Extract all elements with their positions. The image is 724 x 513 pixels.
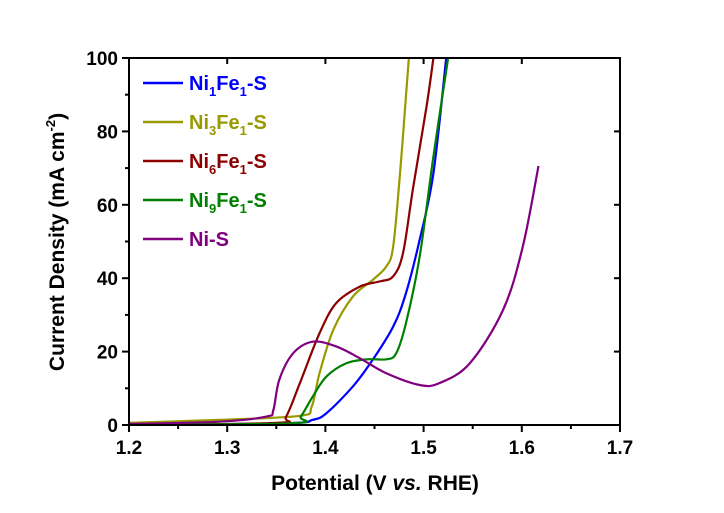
curves [129,58,540,425]
series-line-ni-s [129,165,540,425]
x-tick-label: 1.6 [509,438,535,459]
y-tick-label: 40 [97,269,118,290]
series-line-ni3fe1-s [129,58,410,424]
y-axis-label: Current Density (mA cm-2) [43,113,69,371]
x-tick-label: 1.2 [116,438,142,459]
legend: Ni1Fe1-S Ni3Fe1-S Ni6Fe1-S Ni9Fe1-S Ni-S [143,73,267,251]
legend-label: Ni6Fe1-S [189,151,267,177]
series-line-ni6fe1-s [129,58,435,425]
y-tick-label: 60 [97,196,118,217]
y-tick-label: 20 [97,343,118,364]
x-tick-label: 1.4 [312,438,339,459]
y-tick-label: 80 [97,122,118,143]
x-tick-label: 1.5 [410,438,437,459]
y-tick-label: 0 [107,416,118,437]
x-axis-label: Potential (V vs. RHE) [271,472,479,495]
x-tick-label: 1.3 [214,438,240,459]
legend-label: Ni1Fe1-S [189,73,267,99]
y-tick-label: 100 [86,49,118,70]
x-tick-label: 1.7 [607,438,633,459]
axis-ticks: 1.2 1.3 1.4 1.5 1.6 1.7 0 20 40 60 80 100 [86,49,633,459]
series-line-ni1fe1-s [129,58,448,425]
legend-label: Ni9Fe1-S [189,190,267,216]
legend-label: Ni3Fe1-S [189,112,267,138]
legend-label: Ni-S [189,229,229,251]
series-line-ni9fe1-s [129,58,450,425]
